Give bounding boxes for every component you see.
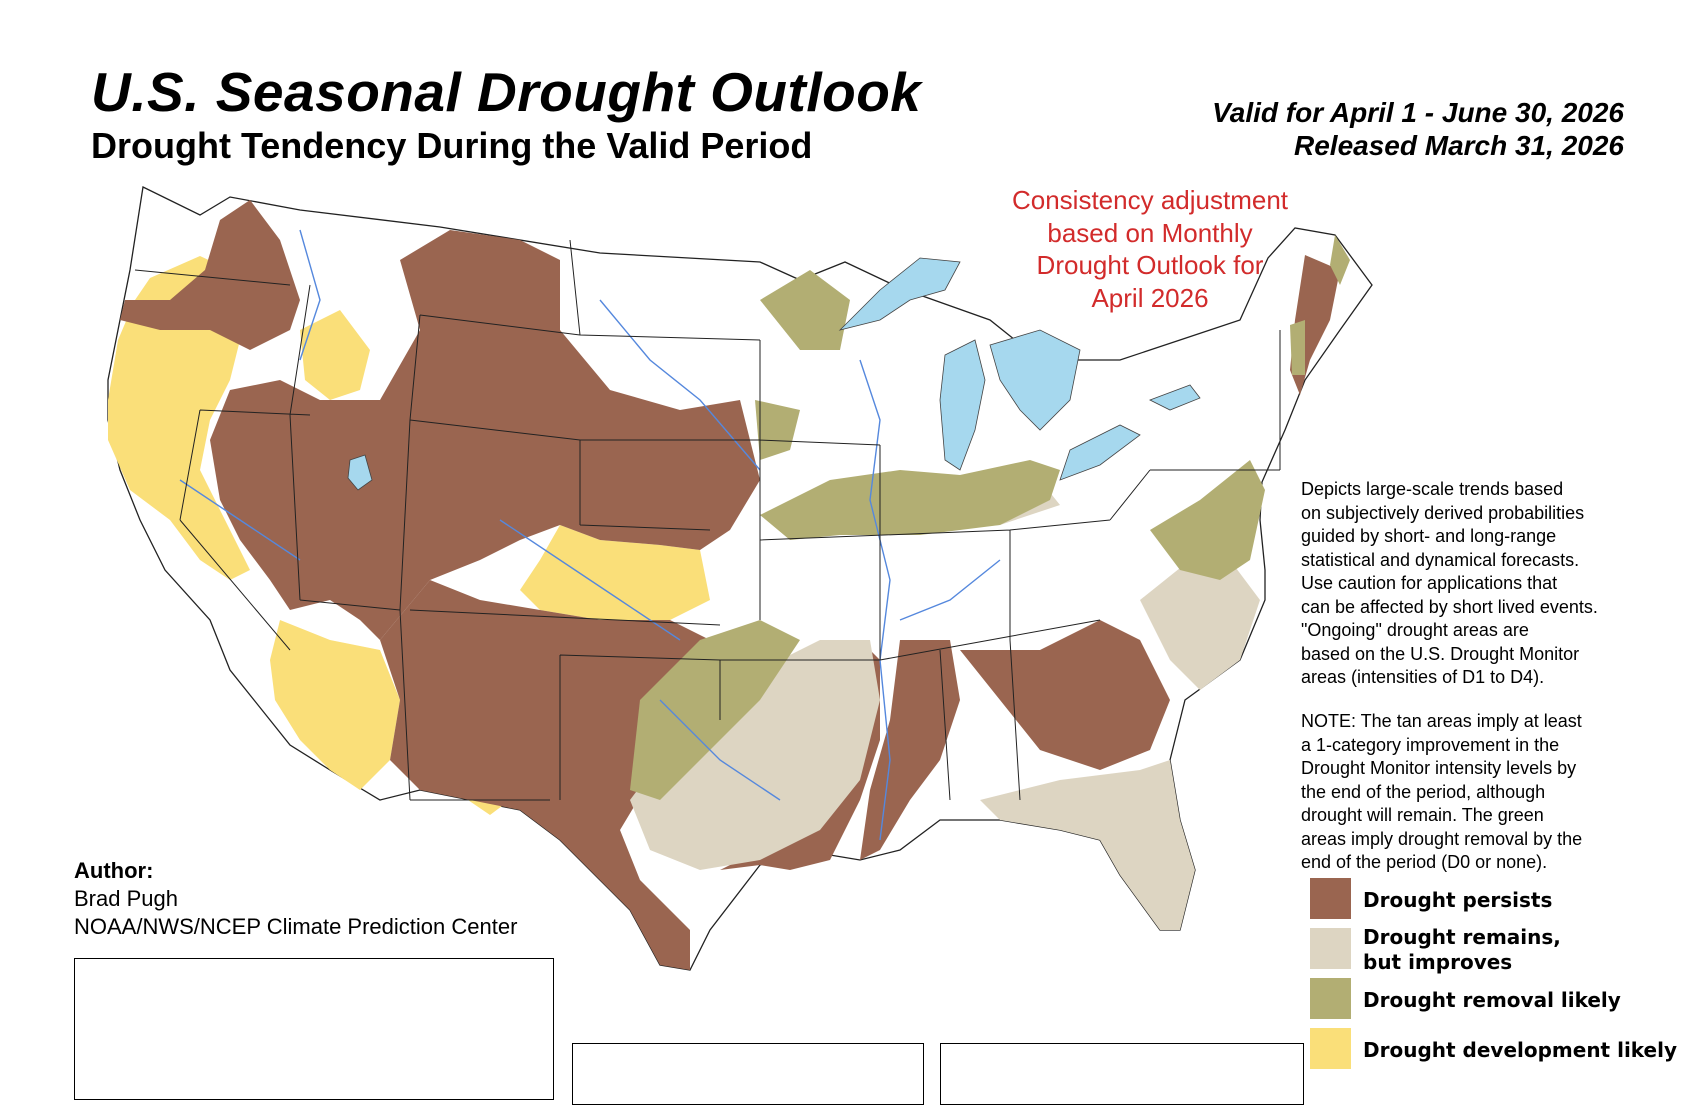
lake-michigan bbox=[939, 339, 986, 471]
consistency-line: Drought Outlook for bbox=[1036, 250, 1264, 280]
legend-label: Drought removal likely bbox=[1363, 988, 1621, 1012]
legend-label: Drought persists bbox=[1363, 888, 1553, 912]
description-line: Use caution for applications that bbox=[1301, 573, 1558, 593]
legend-swatch bbox=[1310, 878, 1351, 919]
removal-minnesota bbox=[760, 270, 850, 350]
improves-carolinas bbox=[1140, 560, 1260, 690]
persists-northwest bbox=[120, 200, 300, 350]
puerto-rico-inset bbox=[940, 1043, 1304, 1105]
note-line: the end of the period, although bbox=[1301, 781, 1546, 802]
lake-huron bbox=[989, 329, 1081, 431]
description-line: guided by short- and long-range bbox=[1301, 526, 1557, 546]
removal-new-england bbox=[1290, 320, 1305, 375]
lake-superior bbox=[838, 257, 961, 331]
valid-period: Valid for April 1 - June 30, 2026 Releas… bbox=[1212, 96, 1624, 162]
legend-label: Drought remains, bbox=[1363, 925, 1561, 949]
author-name: Brad Pugh bbox=[74, 886, 178, 911]
map-subtitle: Drought Tendency During the Valid Period bbox=[91, 125, 813, 166]
legend-label: Drought development likely bbox=[1363, 1038, 1678, 1062]
note-line: NOTE: The tan areas imply at least bbox=[1301, 711, 1582, 731]
map-title: U.S. Seasonal Drought Outlook bbox=[91, 61, 922, 123]
development-west-coast bbox=[108, 256, 260, 580]
rivers bbox=[179, 229, 1001, 841]
lake-ontario bbox=[1149, 384, 1201, 411]
development-idaho bbox=[300, 310, 370, 400]
lake-erie bbox=[1059, 424, 1141, 481]
removal-iowa bbox=[755, 400, 800, 460]
legend-swatch bbox=[1310, 978, 1351, 1019]
development-southwest bbox=[270, 620, 400, 790]
note-line: drought will remain. The green bbox=[1301, 805, 1544, 825]
description-line: on subjectively derived probabilities bbox=[1301, 502, 1585, 523]
note-line: a 1-category improvement in the bbox=[1301, 734, 1560, 755]
development-plains bbox=[520, 525, 710, 620]
removal-south bbox=[630, 620, 800, 800]
consistency-line: based on Monthly bbox=[1047, 217, 1253, 248]
alaska-inset bbox=[74, 958, 554, 1100]
hawaii-inset bbox=[572, 1043, 924, 1105]
persists-southeast bbox=[960, 620, 1170, 770]
note-line: Drought Monitor intensity levels by bbox=[1301, 758, 1577, 778]
description-line: based on the U.S. Drought Monitor bbox=[1301, 643, 1580, 664]
released-line: Released March 31, 2026 bbox=[1294, 130, 1624, 161]
consistency-note: Consistency adjustment based on Monthly … bbox=[960, 184, 1340, 314]
removal-maine bbox=[1330, 235, 1350, 285]
consistency-line: April 2026 bbox=[1091, 282, 1209, 313]
legend-swatch bbox=[1310, 928, 1351, 969]
legend-label: but improves bbox=[1363, 950, 1513, 974]
legend-swatch bbox=[1310, 1028, 1351, 1069]
note-line: end of the period (D0 or none). bbox=[1301, 852, 1548, 872]
author-org: NOAA/NWS/NCEP Climate Prediction Center bbox=[74, 914, 518, 939]
description-line: statistical and dynamical forecasts. bbox=[1301, 549, 1580, 570]
note-line: areas imply drought removal by the bbox=[1301, 828, 1583, 849]
removal-midwest bbox=[760, 460, 1060, 540]
consistency-line: Consistency adjustment bbox=[1011, 185, 1289, 215]
author-label: Author: bbox=[74, 858, 154, 883]
valid-line: Valid for April 1 - June 30, 2026 bbox=[1212, 97, 1624, 128]
removal-mid-atlantic bbox=[1150, 460, 1265, 580]
description-line: "Ongoing" drought areas are bbox=[1301, 620, 1529, 640]
description-line: areas (intensities of D1 to D4). bbox=[1301, 667, 1545, 687]
state-borders bbox=[134, 239, 1281, 801]
improves-southeast-coast bbox=[980, 760, 1195, 930]
improves-south-central bbox=[630, 640, 880, 870]
note: NOTE: The tan areas imply at least a 1-c… bbox=[1301, 710, 1661, 875]
great-salt-lake bbox=[347, 454, 373, 491]
description-line: Depicts large-scale trends based bbox=[1301, 479, 1564, 499]
persists-interior-west bbox=[210, 230, 760, 640]
persists-southwest-texas bbox=[380, 580, 710, 970]
description-line: can be affected by short lived events. bbox=[1301, 596, 1598, 617]
description: Depicts large-scale trends based on subj… bbox=[1301, 478, 1661, 690]
